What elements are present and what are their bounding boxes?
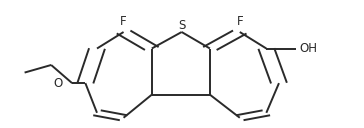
Text: OH: OH [300, 42, 318, 55]
Text: F: F [120, 15, 127, 28]
Text: S: S [178, 19, 185, 32]
Text: F: F [237, 15, 243, 28]
Text: O: O [54, 77, 63, 90]
